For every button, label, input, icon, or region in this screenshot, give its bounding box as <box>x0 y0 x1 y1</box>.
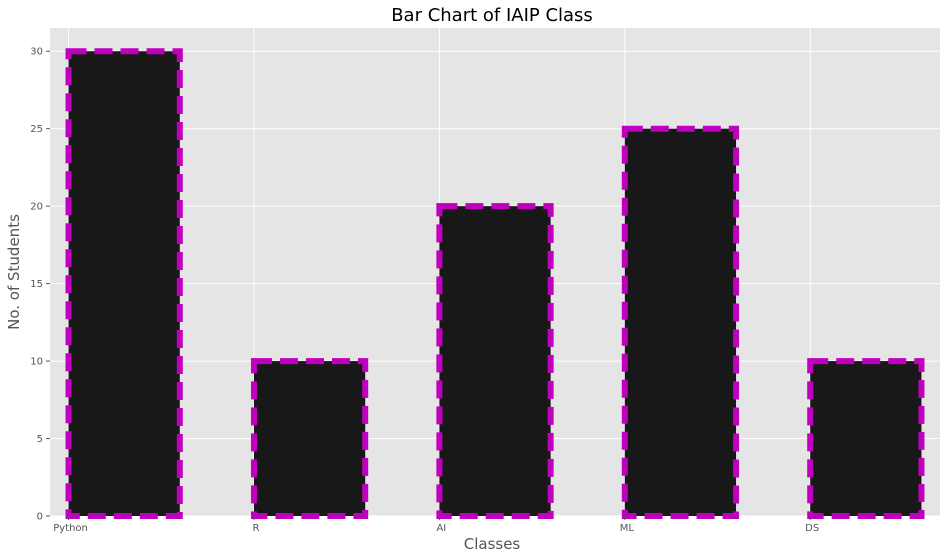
x-tick-label: AI <box>436 523 446 534</box>
y-tick-label: 25 <box>30 124 43 135</box>
x-axis-label: Classes <box>464 535 521 553</box>
x-tick-label: R <box>252 523 259 534</box>
bar-r <box>250 358 369 520</box>
y-tick-label: 30 <box>30 47 43 58</box>
x-axis-ticks: Python R AI ML DS <box>53 516 819 534</box>
x-tick-label: ML <box>620 523 635 534</box>
bar-python <box>65 48 183 519</box>
y-axis-ticks: 0 5 10 15 20 25 30 <box>30 47 50 523</box>
bar-ai <box>436 203 554 520</box>
bars <box>65 48 925 520</box>
x-tick-label: Python <box>53 523 88 534</box>
x-tick-label: DS <box>805 523 819 534</box>
y-axis-label: No. of Students <box>5 214 23 330</box>
y-tick-label: 15 <box>30 279 43 290</box>
y-tick-label: 5 <box>37 434 43 445</box>
bar-ml <box>621 125 740 519</box>
y-tick-label: 10 <box>30 357 43 368</box>
chart-title: Bar Chart of IAIP Class <box>391 5 593 26</box>
bar-ds <box>807 358 925 520</box>
y-tick-label: 0 <box>37 512 43 523</box>
y-tick-label: 20 <box>30 202 43 213</box>
